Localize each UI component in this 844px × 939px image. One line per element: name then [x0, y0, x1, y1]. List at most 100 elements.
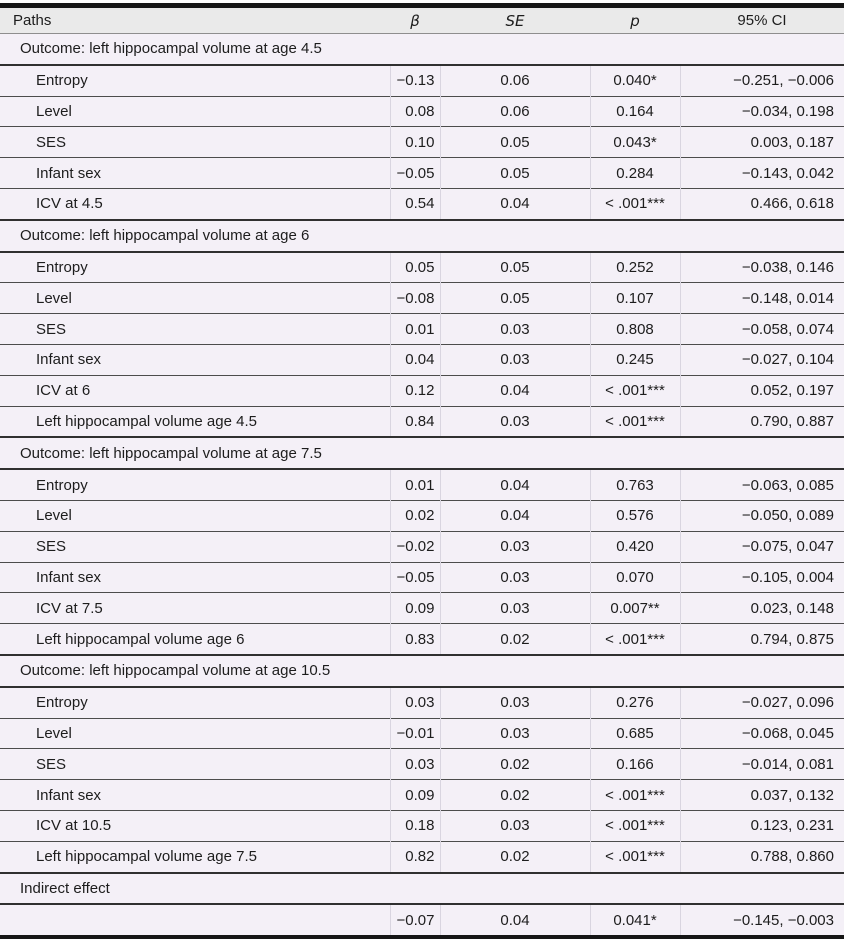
cell-path: Entropy: [0, 64, 390, 97]
cell-se: 0.04: [439, 374, 590, 407]
cell-beta: 0.04: [389, 343, 440, 376]
section-header-label: Outcome: left hippocampal volume at age …: [0, 32, 844, 66]
section-header-row: Outcome: left hippocampal volume at age …: [0, 653, 844, 688]
cell-path: Entropy: [0, 468, 390, 501]
section-header-row: Indirect effect: [0, 871, 844, 906]
section-header-label: Indirect effect: [0, 871, 844, 906]
cell-path: Infant sex: [0, 561, 390, 593]
table-row: Infant sex −0.05 0.03 0.070 −0.105, 0.004: [0, 561, 844, 593]
cell-beta: 0.09: [389, 779, 440, 811]
table-row: Entropy 0.01 0.04 0.763 −0.063, 0.085: [0, 468, 844, 501]
cell-ci: −0.014, 0.081: [679, 748, 844, 780]
table-row: −0.07 0.04 0.041* −0.145, −0.003: [0, 903, 844, 938]
cell-beta: −0.01: [389, 717, 440, 749]
cell-ci: −0.063, 0.085: [679, 468, 844, 501]
cell-path: ICV at 7.5: [0, 592, 390, 624]
cell-se: 0.03: [439, 809, 590, 842]
section-header-row: Outcome: left hippocampal volume at age …: [0, 32, 844, 66]
cell-p: 0.685: [589, 717, 680, 749]
cell-p: < .001***: [589, 809, 680, 842]
cell-ci: 0.466, 0.618: [679, 187, 844, 220]
cell-beta: 0.18: [389, 809, 440, 842]
cell-path: SES: [0, 126, 390, 158]
cell-p: < .001***: [589, 779, 680, 811]
cell-beta: 0.03: [389, 686, 440, 719]
cell-ci: −0.027, 0.096: [679, 686, 844, 719]
table-row: Left hippocampal volume age 6 0.83 0.02 < .…: [0, 623, 844, 655]
cell-beta: 0.10: [389, 126, 440, 158]
cell-path: Left hippocampal volume age 7.5: [0, 840, 390, 873]
cell-se: 0.05: [439, 157, 590, 189]
table-row: Entropy −0.13 0.06 0.040* −0.251, −0.006: [0, 64, 844, 97]
cell-ci: −0.027, 0.104: [679, 343, 844, 376]
table-row: Infant sex −0.05 0.05 0.284 −0.143, 0.042: [0, 157, 844, 189]
cell-path: Left hippocampal volume age 6: [0, 623, 390, 655]
section-header-label: Outcome: left hippocampal volume at age …: [0, 436, 844, 471]
cell-ci: −0.068, 0.045: [679, 717, 844, 749]
cell-ci: 0.037, 0.132: [679, 779, 844, 811]
cell-se: 0.03: [439, 313, 590, 345]
cell-beta: −0.05: [389, 561, 440, 593]
table-row: ICV at 10.5 0.18 0.03 < .001*** 0.123, 0.231: [0, 809, 844, 842]
cell-beta: 0.01: [389, 468, 440, 501]
cell-ci: 0.790, 0.887: [679, 405, 844, 438]
section-header-label: Outcome: left hippocampal volume at age …: [0, 218, 844, 253]
cell-ci: −0.075, 0.047: [679, 530, 844, 563]
table-row: Level −0.01 0.03 0.685 −0.068, 0.045: [0, 717, 844, 749]
cell-beta: 0.83: [389, 623, 440, 655]
cell-se: 0.03: [439, 561, 590, 593]
cell-path: Infant sex: [0, 779, 390, 811]
cell-beta: −0.05: [389, 157, 440, 189]
cell-p: 0.164: [589, 95, 680, 127]
cell-ci: −0.038, 0.146: [679, 251, 844, 283]
column-header-se: SE: [440, 5, 590, 34]
cell-se: 0.03: [439, 717, 590, 749]
cell-path: SES: [0, 530, 390, 563]
cell-p: 0.041*: [589, 903, 680, 938]
cell-se: 0.03: [439, 592, 590, 624]
cell-p: < .001***: [589, 405, 680, 438]
cell-ci: −0.050, 0.089: [679, 499, 844, 532]
cell-path: ICV at 10.5: [0, 809, 390, 842]
table-body: Outcome: left hippocampal volume at age …: [0, 32, 844, 938]
section-header-label: Outcome: left hippocampal volume at age …: [0, 653, 844, 688]
cell-beta: 0.84: [389, 405, 440, 438]
cell-path: Left hippocampal volume age 4.5: [0, 405, 390, 438]
cell-path: Infant sex: [0, 157, 390, 189]
cell-ci: −0.034, 0.198: [679, 95, 844, 127]
cell-path: Entropy: [0, 251, 390, 283]
cell-se: 0.06: [439, 95, 590, 127]
cell-beta: −0.07: [389, 903, 440, 938]
cell-ci: 0.123, 0.231: [679, 809, 844, 842]
cell-path: SES: [0, 748, 390, 780]
cell-beta: 0.09: [389, 592, 440, 624]
table-row: Level 0.02 0.04 0.576 −0.050, 0.089: [0, 499, 844, 532]
table-row: SES 0.03 0.02 0.166 −0.014, 0.081: [0, 748, 844, 780]
cell-beta: 0.82: [389, 840, 440, 873]
cell-p: 0.284: [589, 157, 680, 189]
table-row: ICV at 7.5 0.09 0.03 0.007** 0.023, 0.148: [0, 592, 844, 624]
cell-ci: −0.251, −0.006: [679, 64, 844, 97]
cell-path: ICV at 4.5: [0, 187, 390, 220]
cell-path: SES: [0, 313, 390, 345]
cell-p: 0.420: [589, 530, 680, 563]
cell-p: < .001***: [589, 840, 680, 873]
cell-se: 0.02: [439, 748, 590, 780]
cell-path: Infant sex: [0, 343, 390, 376]
path-results-table: Paths β SE p 95% CI Outcome: left hippoc…: [0, 3, 844, 939]
cell-p: 0.808: [589, 313, 680, 345]
cell-se: 0.03: [439, 686, 590, 719]
cell-ci: −0.145, −0.003: [679, 903, 844, 938]
cell-p: 0.763: [589, 468, 680, 501]
cell-p: 0.245: [589, 343, 680, 376]
cell-ci: 0.052, 0.197: [679, 374, 844, 407]
cell-beta: 0.54: [389, 187, 440, 220]
cell-p: 0.007**: [589, 592, 680, 624]
column-header-paths: Paths: [0, 5, 390, 34]
cell-path: [0, 903, 390, 938]
cell-path: Level: [0, 95, 390, 127]
cell-se: 0.06: [439, 64, 590, 97]
cell-ci: −0.143, 0.042: [679, 157, 844, 189]
cell-p: 0.043*: [589, 126, 680, 158]
